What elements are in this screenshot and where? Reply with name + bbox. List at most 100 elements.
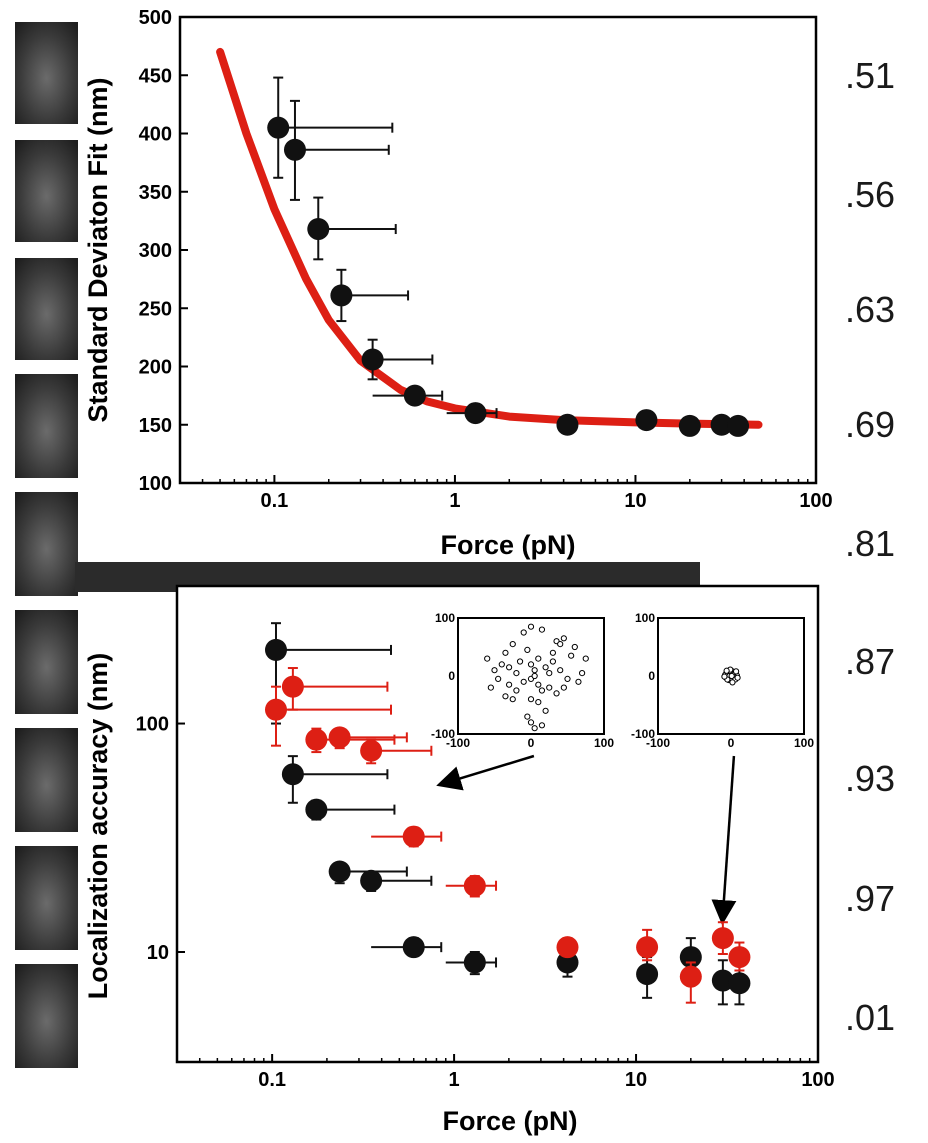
black-data-point (636, 963, 659, 986)
inset-x-tick-label: -100 (646, 736, 670, 750)
red-data-point (281, 675, 304, 698)
inset-x-tick-label: 0 (728, 736, 735, 750)
inset-point (531, 725, 538, 732)
top-data-point (307, 218, 330, 241)
inset-point (734, 674, 741, 681)
top-y-tick-label: 150 (139, 415, 172, 437)
inset-point (506, 664, 513, 671)
inset-left: -100 0 100 100 0 -100 (431, 611, 614, 791)
top-y-tick-label: 250 (139, 298, 172, 320)
inset-point (723, 667, 730, 674)
inset-y-tick-label: 100 (635, 611, 655, 625)
inset-point (520, 678, 527, 685)
inset-x-tick-label: 0 (528, 736, 535, 750)
side-label: .81 (845, 523, 895, 564)
inset-point (560, 635, 567, 642)
black-data-point (402, 936, 425, 959)
inset-point (542, 664, 549, 671)
top-data-point (556, 413, 579, 436)
black-data-point (281, 763, 304, 786)
bottom-x-tick-label: 10 (625, 1069, 647, 1091)
inset-x-tick-label: 100 (794, 736, 814, 750)
top-plot-area (178, 15, 818, 485)
black-data-point (463, 951, 486, 974)
inset-point (531, 672, 538, 680)
inset-point (535, 681, 542, 688)
inset-point (506, 681, 513, 688)
bottom-axes-group: 0.1 1 10 100 10 100 (136, 714, 835, 1091)
red-data-point (264, 698, 287, 721)
top-series-group (267, 76, 750, 437)
red-data-point (402, 825, 425, 848)
inset-point (495, 675, 502, 683)
top-chart: 0.1 1 10 100 100 150 200 250 300 350 400 450 500 Sta… (83, 7, 833, 560)
inset-point (527, 623, 535, 630)
top-x-axis-label: Force (pN) (441, 530, 576, 560)
side-label: .51 (845, 55, 895, 96)
bottom-series-group (264, 622, 751, 1006)
top-x-tick-label: 1 (449, 490, 460, 512)
bottom-x-tick-label: 0.1 (258, 1069, 286, 1091)
inset-point (721, 673, 728, 680)
side-labels: .51 .56 .63 .69 .81 .87 .93 .97 .01 (845, 55, 895, 1038)
inset-point (568, 652, 575, 659)
inset-x-tick-label: -100 (446, 736, 470, 750)
top-y-tick-label: 300 (139, 240, 172, 262)
inset-arrow (711, 755, 737, 926)
side-label: .97 (845, 878, 895, 919)
inset-point (728, 672, 735, 680)
image-tile (15, 964, 78, 1068)
inset-y-tick-label: 100 (435, 611, 455, 625)
inset-point (564, 675, 571, 683)
side-label: .87 (845, 641, 895, 682)
top-y-tick-label: 200 (139, 357, 172, 379)
image-tile (15, 258, 78, 360)
top-data-point (678, 414, 701, 437)
inset-point (582, 655, 589, 662)
inset-point (538, 687, 546, 694)
inset-y-tick-label: -100 (431, 727, 455, 741)
top-data-point (727, 414, 750, 437)
red-data-point (728, 946, 751, 969)
black-data-point (305, 798, 328, 821)
red-data-point (679, 965, 702, 988)
inset-y-tick-label: 0 (448, 669, 455, 683)
inset-point (535, 699, 542, 706)
bottom-y-tick-label: 100 (136, 714, 169, 736)
top-data-point (361, 348, 384, 371)
inset-point (546, 684, 553, 691)
inset-point (557, 641, 564, 648)
top-y-tick-label: 400 (139, 124, 172, 146)
side-label: .63 (845, 289, 895, 330)
red-data-point (305, 728, 328, 751)
red-data-point (360, 739, 383, 762)
side-label: .93 (845, 758, 895, 799)
top-y-tick-label: 450 (139, 65, 172, 87)
top-y-tick-label: 500 (139, 7, 172, 29)
inset-point (502, 693, 509, 700)
inset-x-tick-label: 100 (594, 736, 614, 750)
inset-point (487, 684, 494, 691)
inset-point (538, 722, 546, 729)
top-axes-group: 0.1 1 10 100 100 150 200 250 300 350 400 450 500 (139, 7, 833, 512)
inset-point (513, 687, 520, 694)
inset-point (560, 684, 567, 691)
bottom-x-axis-label: Force (pN) (443, 1106, 578, 1136)
inset-y-tick-label: 0 (648, 669, 655, 683)
inset-point (491, 667, 498, 674)
inset-point (498, 661, 505, 668)
top-data-point (710, 413, 733, 436)
bottom-x-tick-label: 100 (801, 1069, 834, 1091)
inset-point (531, 667, 538, 674)
inset-point (542, 707, 549, 714)
image-tile (15, 610, 78, 714)
image-tile (15, 140, 78, 242)
inset-point (527, 696, 535, 703)
inset-point (549, 649, 557, 656)
image-tile (15, 728, 78, 832)
inset-point (509, 641, 516, 648)
inset-point (549, 658, 557, 665)
side-label: .69 (845, 404, 895, 445)
